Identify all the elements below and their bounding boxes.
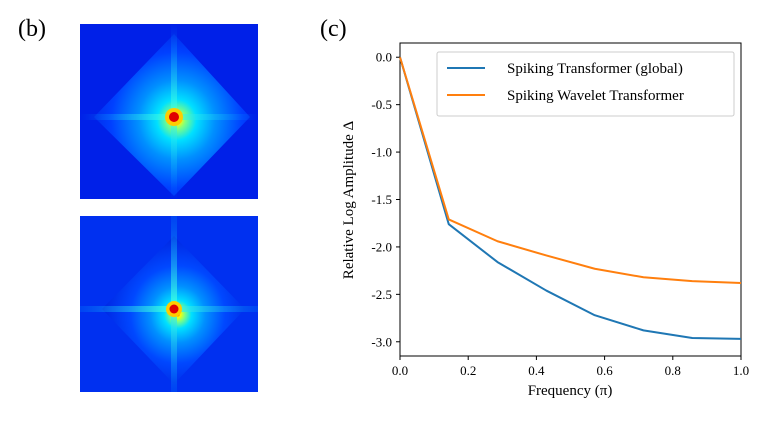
y-tick-label: -3.0 [371, 334, 392, 349]
x-tick-label: 1.0 [733, 363, 749, 378]
series-lines [399, 56, 742, 340]
y-tick-label: -1.0 [371, 145, 392, 160]
x-tick-label: 0.2 [460, 363, 476, 378]
series-line-2 [399, 56, 742, 284]
y-axis: 0.0 -0.5 -1.0 -1.5 -2.0 -2.5 -3.0 [371, 50, 400, 349]
x-tick-label: 0.6 [596, 363, 613, 378]
y-tick-label: -1.5 [371, 192, 392, 207]
y-tick-label: -2.5 [371, 287, 392, 302]
panel-label-c: (c) [320, 16, 347, 42]
y-tick-label: 0.0 [376, 50, 392, 65]
y-tick-label: -2.0 [371, 239, 392, 254]
x-axis: 0.0 0.2 0.4 0.6 0.8 1.0 [392, 356, 749, 378]
legend-label-1: Spiking Transformer (global) [507, 61, 683, 77]
y-tick-label: -0.5 [371, 97, 392, 112]
x-axis-label: Frequency (π) [528, 383, 613, 399]
x-tick-label: 0.8 [665, 363, 681, 378]
legend-box [436, 51, 735, 117]
y-axis-label: Relative Log Amplitude Δ [341, 120, 357, 279]
legend-label-2: Spiking Wavelet Transformer [507, 88, 684, 104]
x-tick-label: 0.0 [392, 363, 408, 378]
legend: Spiking Transformer (global) Spiking Wave… [436, 51, 735, 117]
panel-label-b: (b) [18, 16, 46, 42]
fourier-spectrum-heatmap-bottom [80, 216, 258, 392]
fourier-spectrum-heatmap-top [80, 24, 258, 199]
series-line-1 [399, 56, 742, 340]
x-tick-label: 0.4 [528, 363, 545, 378]
